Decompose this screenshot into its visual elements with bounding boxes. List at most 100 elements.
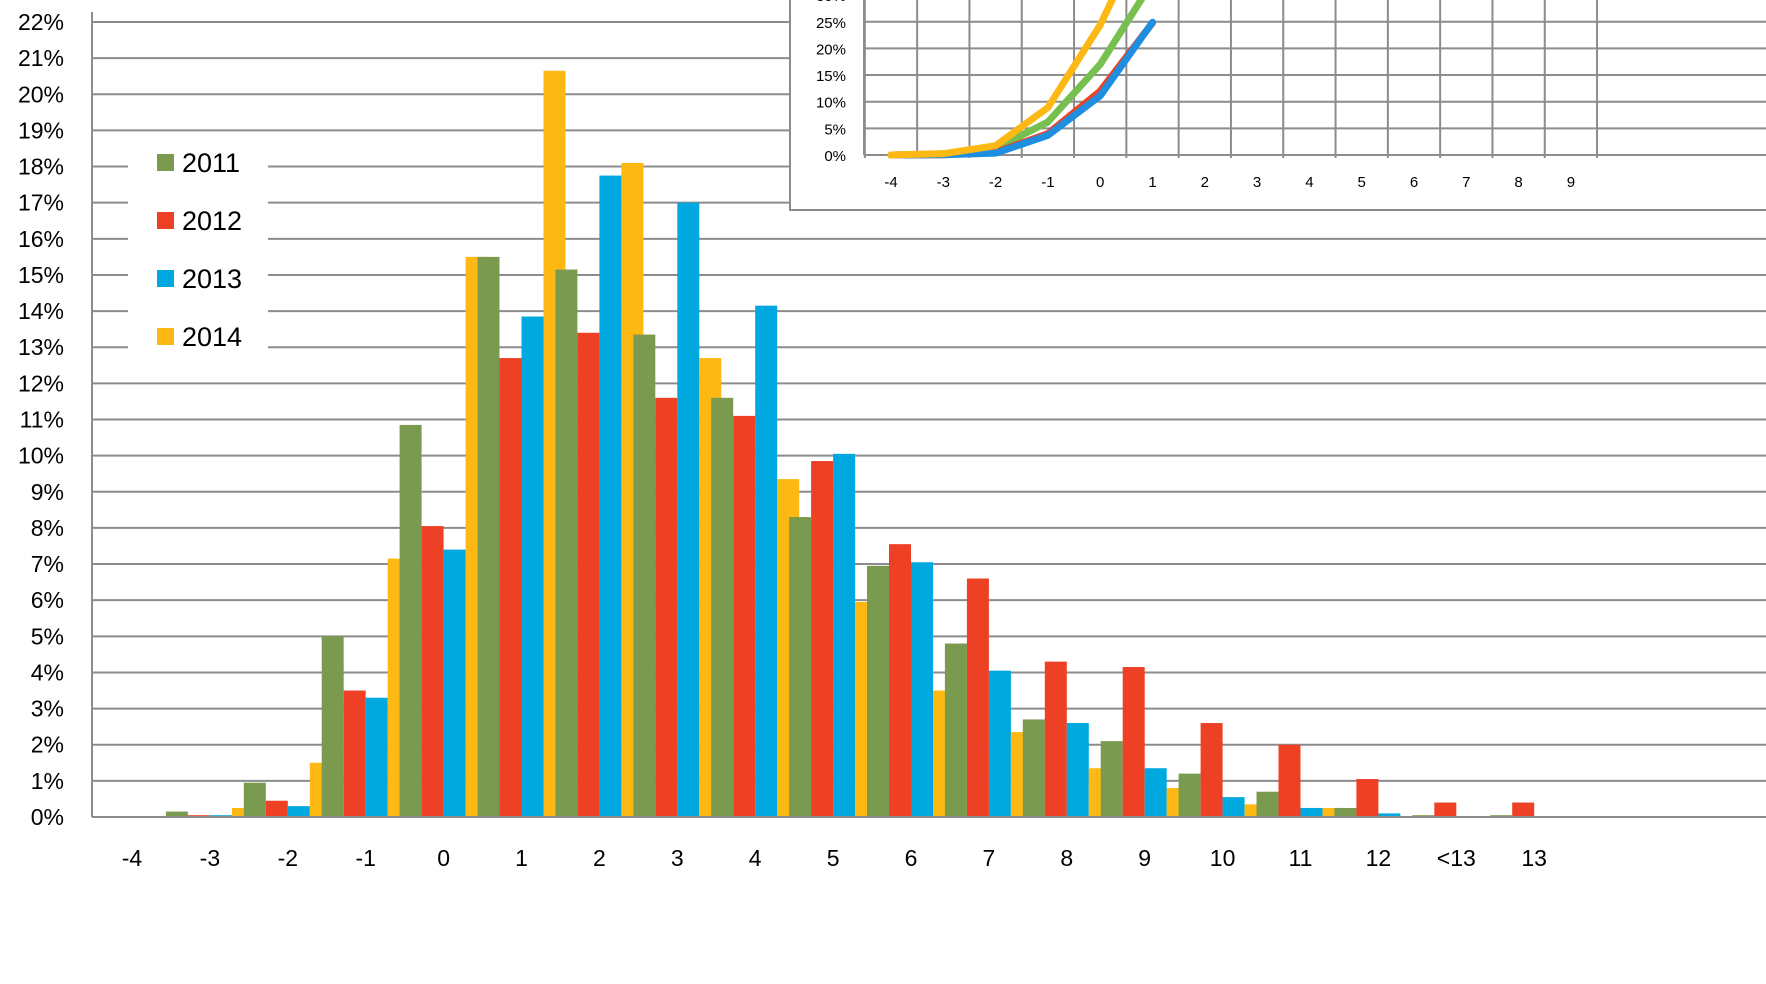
legend-box [128,140,268,362]
inset-x-tick-label: 6 [1410,174,1418,191]
legend-swatch-2011 [157,154,174,171]
main-x-tick-label: <13 [1437,845,1476,871]
inset-y-tick-label: 30% [816,0,846,5]
main-y-tick-label: 11% [20,407,64,433]
bar-2013 [1144,768,1167,817]
bar-2012 [1434,802,1457,817]
bar-2012 [265,800,288,817]
bar-2011 [633,334,656,817]
main-x-tick-label: 11 [1289,845,1313,871]
bar-2012 [733,415,756,817]
main-x-tick-label: 7 [983,845,996,871]
main-y-tick-label: 13% [18,334,64,360]
bar-2012 [499,358,522,817]
bar-2012 [1356,779,1379,817]
main-y-tick-label: 1% [31,768,64,794]
inset-x-tick-label: 2 [1201,174,1209,191]
bar-2011 [165,811,188,817]
bar-2013 [1222,797,1245,817]
inset-x-tick-label: 9 [1567,174,1575,191]
bar-2013 [1300,807,1323,817]
bar-2011 [1022,719,1045,817]
bar-2014 [231,807,254,817]
main-y-tick-label: 8% [31,515,64,541]
bar-2013 [833,453,856,817]
bar-2011 [243,782,266,817]
bar-2011 [477,256,500,817]
bar-2013 [365,697,388,817]
main-y-tick-label: 18% [18,154,64,180]
legend-label: 2014 [182,322,242,352]
inset-y-tick-label: 20% [816,41,846,58]
main-x-tick-label: 9 [1138,845,1151,871]
inset-x-tick-label: 4 [1305,174,1313,191]
main-y-tick-label: 19% [18,117,64,143]
bar-2013 [443,549,466,817]
main-x-tick-label: 6 [905,845,918,871]
bar-2011 [1178,773,1201,817]
bar-2013 [677,202,700,817]
inset-y-tick-label: 0% [824,148,846,165]
inset-y-tick-label: 15% [816,68,846,85]
main-y-tick-label: 12% [18,370,64,396]
main-x-tick-label: -4 [122,845,143,871]
bar-2012 [1278,744,1301,817]
main-y-tick-label: 0% [31,804,64,830]
inset-x-tick-label: 0 [1096,174,1104,191]
inset-x-tick-label: -3 [937,174,950,191]
bar-2012 [1044,661,1067,817]
main-x-tick-label: 3 [671,845,684,871]
bar-2012 [1512,802,1535,817]
bar-2011 [789,517,812,817]
inset-x-tick-label: 5 [1358,174,1366,191]
inset-x-tick-label: 1 [1148,174,1156,191]
bar-2011 [555,269,578,818]
legend-swatch-2013 [157,270,174,287]
main-x-tick-label: -2 [278,845,298,871]
main-y-tick-label: 20% [18,81,64,107]
main-y-tick-label: 6% [31,587,64,613]
bar-2012 [966,578,989,817]
inset-x-tick-label: 7 [1462,174,1470,191]
main-x-tick-label: 1 [515,845,528,871]
bar-2011 [1100,741,1123,817]
main-x-tick-label: 0 [437,845,450,871]
bar-2012 [343,690,366,817]
inset-x-tick-label: -1 [1041,174,1054,191]
main-y-tick-label: 9% [31,479,64,505]
main-y-tick-label: 21% [18,45,64,71]
bar-2013 [911,562,933,817]
inset-x-tick-label: 3 [1253,174,1261,191]
bar-2012 [889,544,911,817]
main-y-tick-label: 22% [18,9,64,35]
legend-label: 2013 [182,264,242,294]
bar-2013 [755,305,778,817]
legend-swatch-2014 [157,328,174,345]
inset-x-tick-label: 8 [1514,174,1522,191]
legend-label: 2011 [182,148,240,178]
inset-y-tick-label: 25% [816,15,846,32]
bar-2013 [988,670,1011,817]
bar-2011 [867,565,889,817]
bar-2013 [599,175,622,818]
main-y-tick-label: 5% [31,623,64,649]
main-y-tick-label: 17% [18,190,64,216]
main-x-tick-label: 5 [827,845,840,871]
main-x-tick-label: 13 [1521,845,1547,871]
main-x-tick-label: 10 [1210,845,1236,871]
inset-line-2014 [887,0,1116,159]
main-y-tick-label: 3% [31,696,64,722]
bar-2012 [577,332,600,817]
inset-x-tick-label: -4 [884,174,897,191]
bar-2012 [655,397,678,817]
main-y-tick-label: 10% [18,443,64,469]
inset-x-tick-label: -2 [989,174,1002,191]
main-x-tick-label: -3 [200,845,220,871]
main-y-tick-label: 4% [31,659,64,685]
legend-label: 2012 [182,206,242,236]
main-y-tick-label: 7% [31,551,64,577]
bar-2014 [1322,807,1345,817]
main-y-tick-label: 2% [31,732,64,758]
